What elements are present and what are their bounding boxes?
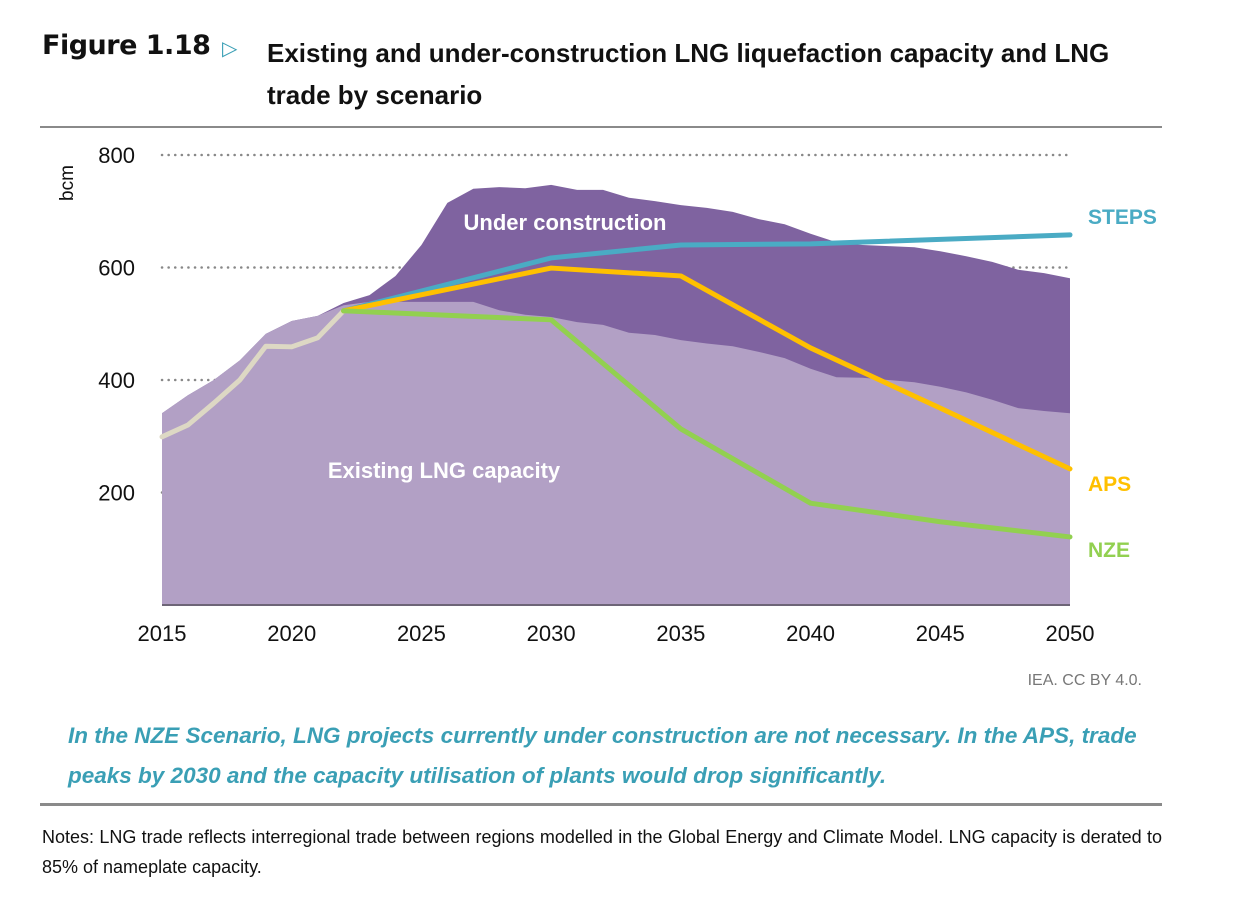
caption: In the NZE Scenario, LNG projects curren… — [68, 723, 1137, 788]
x-tick-label: 2045 — [916, 621, 965, 646]
x-tick-label: 2035 — [656, 621, 705, 646]
series-label-nze: NZE — [1088, 539, 1130, 562]
x-tick-label: 2020 — [267, 621, 316, 646]
series-line-aps — [341, 265, 1073, 472]
areas — [162, 184, 1070, 606]
series-label-steps: STEPS — [1088, 206, 1157, 229]
y-tick-label: 400 — [98, 368, 135, 393]
area-label-existing: Existing LNG capacity — [328, 458, 561, 483]
series-label-aps: APS — [1088, 473, 1131, 496]
y-tick-label: 800 — [98, 143, 135, 168]
labels: 200 400 600 800 2015 2020 2025 2030 2035 2040 2045… — [57, 143, 1157, 646]
series-lines — [159, 232, 1073, 540]
bottom-divider — [40, 803, 1162, 806]
source-credit: IEA. CC BY 4.0. — [1027, 672, 1142, 689]
notes: Notes: LNG trade reflects interregional … — [42, 827, 1162, 877]
figure-label: Figure 1.18 — [42, 30, 211, 61]
figure-title: Existing and under-construction LNG liqu… — [267, 38, 1110, 110]
x-tick-label: 2025 — [397, 621, 446, 646]
series-line-steps — [341, 232, 1073, 314]
area-label-under-construction: Under construction — [464, 210, 667, 235]
area-existing-capacity — [162, 301, 1070, 605]
y-axis-label: bcm — [57, 165, 78, 201]
x-tick-label: 2040 — [786, 621, 835, 646]
x-tick-label: 2030 — [527, 621, 576, 646]
series-line-nze — [341, 308, 1073, 540]
top-divider — [40, 126, 1162, 128]
series-line-historical-trade — [159, 308, 347, 440]
triangle-right-icon: ▷ — [222, 38, 238, 60]
y-tick-label: 600 — [98, 256, 135, 281]
y-tick-label: 200 — [98, 481, 135, 506]
x-tick-label: 2015 — [138, 621, 187, 646]
x-tick-label: 2050 — [1046, 621, 1095, 646]
